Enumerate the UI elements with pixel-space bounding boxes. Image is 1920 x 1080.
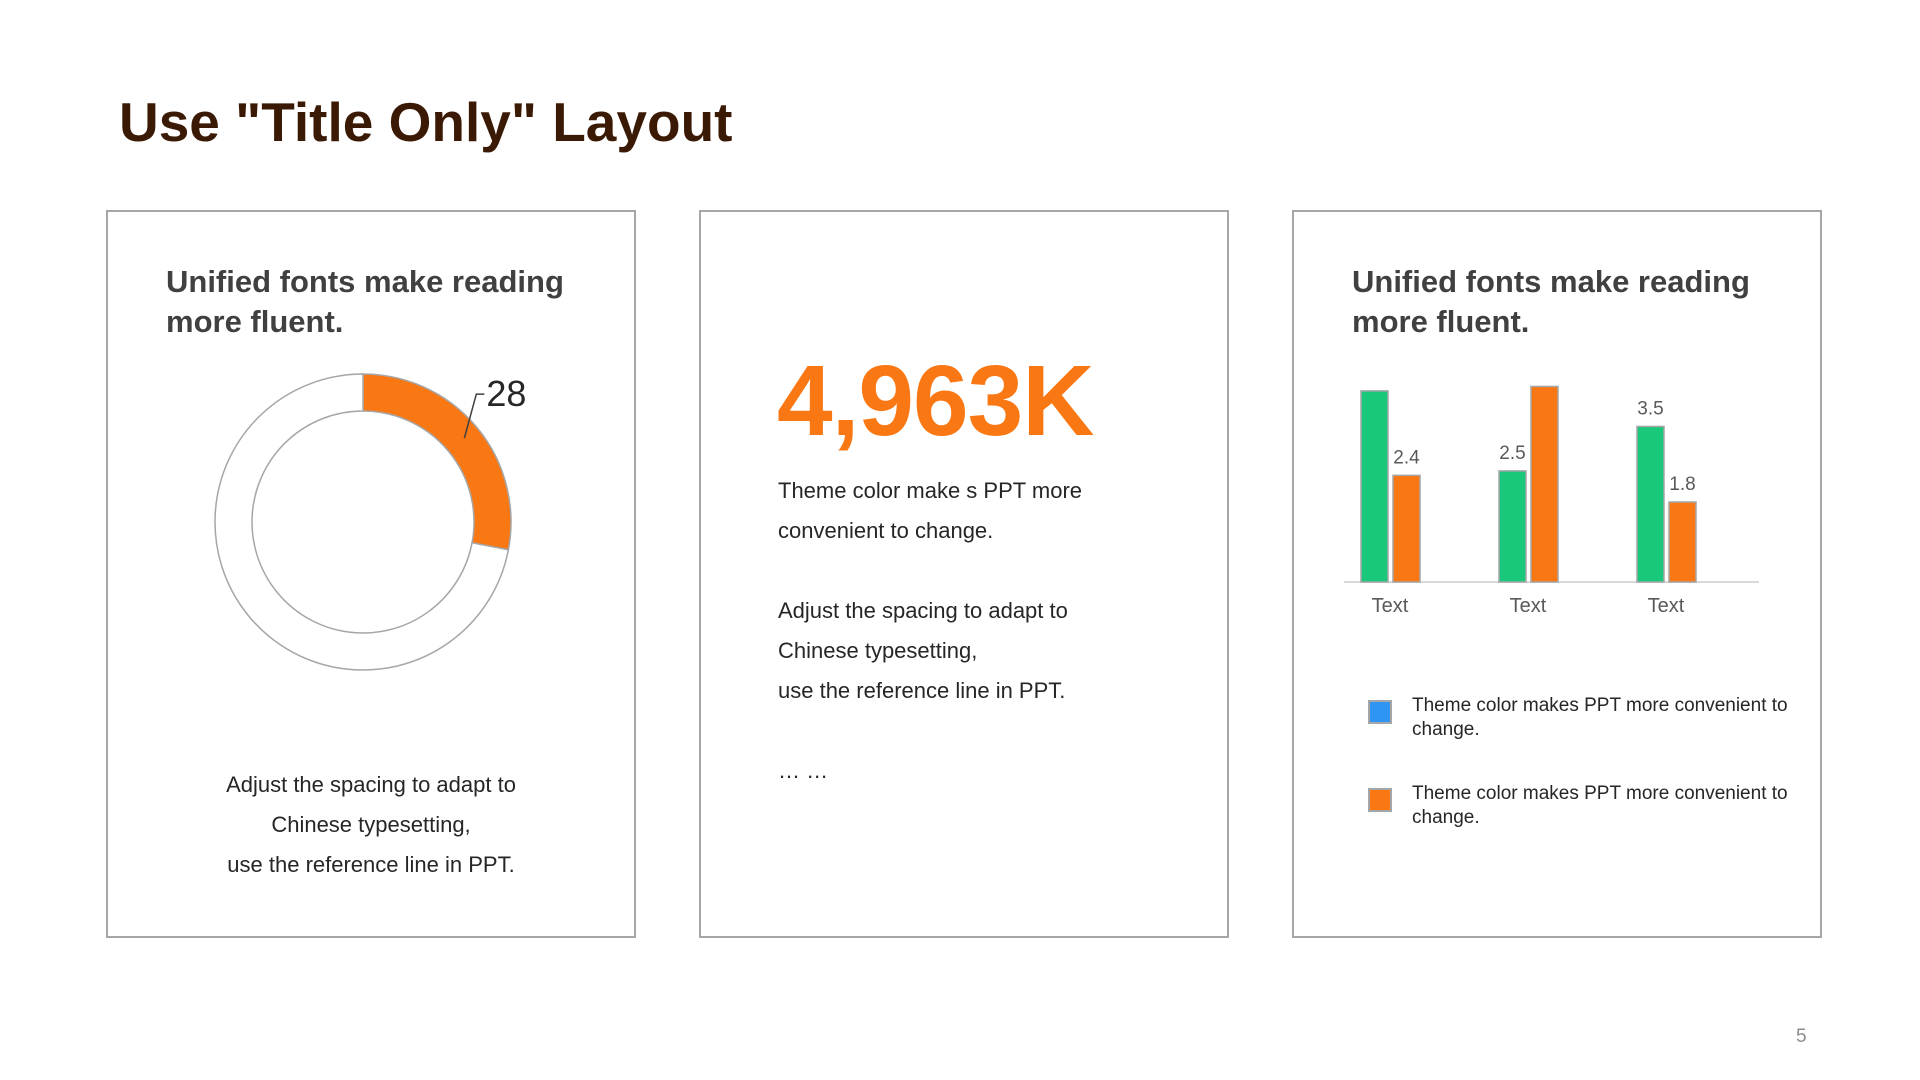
donut-data-label: 28 [486, 373, 526, 414]
paragraph-2-line-3: use the reference line in PPT. [778, 678, 1066, 703]
donut-card: Unified fonts make reading more fluent. … [106, 210, 636, 938]
bar-1-2 [1392, 474, 1421, 583]
donut-slice-2 [214, 373, 510, 671]
bar-1-1 [1360, 390, 1389, 583]
donut-card-text-line-2: Chinese typesetting, [271, 812, 471, 837]
donut-card-text-line-1: Adjust the spacing to adapt to [226, 772, 516, 797]
x-tick-label-1: Text [1372, 595, 1409, 617]
ellipsis-text: … … [778, 758, 829, 783]
bar-card-heading: Unified fonts make reading more fluent. [1352, 264, 1750, 339]
page-number: 5 [1796, 1026, 1807, 1047]
slide-title: Use "Title Only" Layout [119, 91, 733, 153]
bar-2-2 [1530, 385, 1559, 583]
big-number: 4,963K [777, 345, 1094, 457]
legend-swatch-orange [1368, 788, 1392, 812]
bar-chart-card: Unified fonts make reading more fluent. … [1292, 210, 1822, 938]
donut-card-heading: Unified fonts make reading more fluent. [166, 264, 564, 339]
paragraph-1-line-1: Theme color make s PPT more [778, 478, 1083, 503]
paragraph-2-line-2: Chinese typesetting, [778, 638, 978, 663]
big-number-card: 4,963K Theme color make s PPT more conve… [699, 210, 1229, 938]
legend-swatch-blue [1368, 700, 1392, 724]
bar-value-label-3-2: 1.8 [1669, 474, 1695, 495]
donut-chart: 28 [214, 373, 526, 671]
bar-3-2 [1668, 501, 1697, 583]
bar-2-1 [1498, 470, 1527, 583]
bar-value-label-3-1: 3.5 [1637, 398, 1663, 419]
paragraph-1-line-2: convenient to change. [778, 518, 994, 543]
donut-leader-line [463, 393, 485, 439]
x-tick-label-3: Text [1648, 595, 1685, 617]
bar-3-1 [1636, 425, 1665, 583]
donut-card-text-line-3: use the reference line in PPT. [227, 852, 515, 877]
paragraph-2-line-1: Adjust the spacing to adapt to [778, 598, 1068, 623]
legend-text-2: Theme color makes PPT more convenient to… [1412, 783, 1788, 828]
x-tick-label-2: Text [1510, 595, 1547, 617]
bar-value-label-1-2: 2.4 [1393, 447, 1420, 468]
legend-text-1: Theme color makes PPT more convenient to… [1412, 695, 1788, 740]
bar-value-label-1-1: 4.3 [1361, 382, 1387, 384]
bar-value-label-2-1: 2.5 [1499, 443, 1525, 464]
